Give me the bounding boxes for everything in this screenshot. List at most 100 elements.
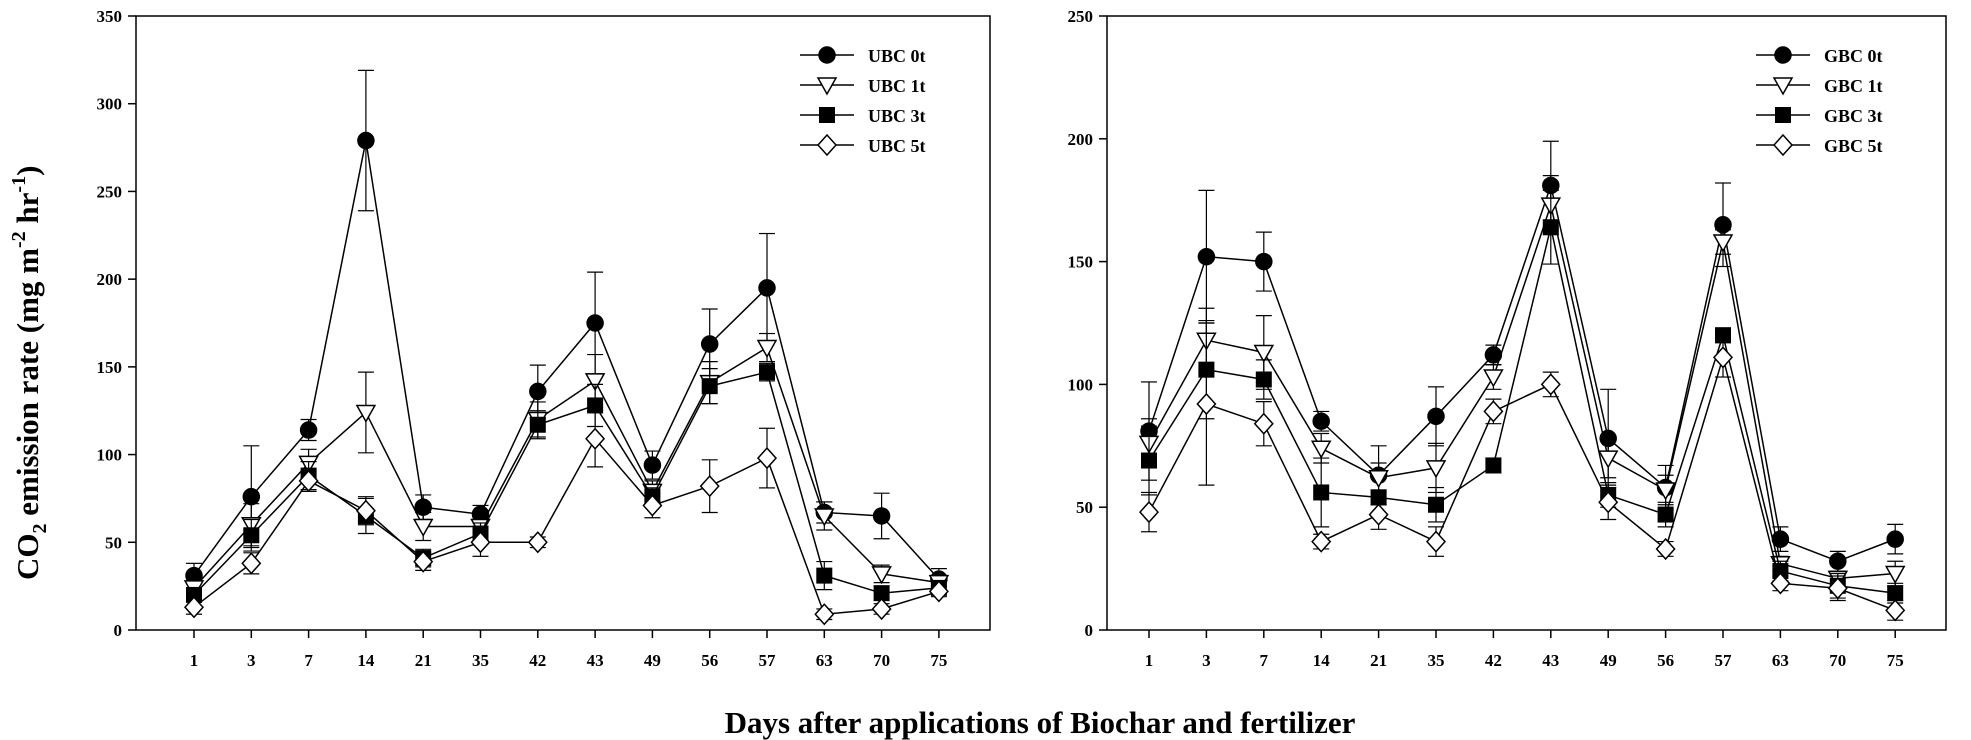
legend-label: UBC 5t xyxy=(868,136,926,156)
y-tick-label: 350 xyxy=(97,7,123,26)
right-panel: 0 50 100 150 200 250 1 3 7 14 21 35 42 43 49 56 57 63 70 75… xyxy=(1068,7,1947,670)
data-point xyxy=(470,531,491,554)
data-point xyxy=(355,404,377,423)
data-point xyxy=(816,567,833,584)
data-point xyxy=(1542,219,1559,236)
legend-entry: GBC 5t xyxy=(1756,133,1883,157)
x-tick-label: 35 xyxy=(1428,651,1445,670)
x-tick-label: 1 xyxy=(190,651,199,670)
data-point xyxy=(1485,457,1502,474)
data-point xyxy=(1597,450,1619,469)
x-tick-label: 1 xyxy=(1145,651,1154,670)
data-point xyxy=(529,382,547,401)
data-point xyxy=(1884,565,1906,585)
series-gbc-1t xyxy=(1138,175,1906,589)
data-point xyxy=(1313,484,1330,501)
data-point xyxy=(1197,247,1216,266)
x-tick-label: 56 xyxy=(1657,651,1674,670)
legend-entry: UBC 1t xyxy=(800,76,926,96)
data-point xyxy=(1425,530,1447,553)
data-point xyxy=(759,364,775,381)
series-gbc-3t xyxy=(1141,189,1904,604)
legend-marker xyxy=(1774,46,1792,64)
y-tick-label: 300 xyxy=(97,95,123,114)
x-tick-label: 14 xyxy=(357,651,375,670)
legend-entry: UBC 5t xyxy=(800,133,926,157)
data-point xyxy=(1770,572,1791,595)
legend-entry: UBC 3t xyxy=(800,106,926,126)
series-ubc-5t xyxy=(183,410,949,626)
y-tick-label: 0 xyxy=(114,621,123,640)
x-tick-label: 3 xyxy=(247,651,256,670)
data-point xyxy=(585,427,606,450)
y-tick-label: 250 xyxy=(97,182,123,201)
data-point xyxy=(412,518,434,538)
legend-marker xyxy=(1772,133,1794,157)
legend-entry: UBC 0t xyxy=(800,46,926,66)
data-point xyxy=(243,527,260,544)
data-point xyxy=(1655,537,1676,561)
legend-label: GBC 1t xyxy=(1824,76,1883,96)
x-tick-label: 49 xyxy=(1600,651,1617,670)
x-tick-label: 43 xyxy=(1542,651,1559,670)
data-point xyxy=(928,580,949,603)
legend-label: UBC 0t xyxy=(868,46,926,66)
x-tick-label: 14 xyxy=(1313,651,1331,670)
data-point xyxy=(242,487,261,506)
data-point xyxy=(529,416,546,433)
left-panel: 0 50 100 150 200 250 300 350 1 3 7 14 21 35 42 43 49 56 57… xyxy=(97,7,991,670)
legend-marker xyxy=(1772,77,1794,96)
series-line xyxy=(193,140,940,580)
data-point xyxy=(1655,482,1676,501)
x-tick-label: 7 xyxy=(304,651,313,670)
series-line xyxy=(1148,227,1896,594)
data-point xyxy=(700,335,719,353)
data-point xyxy=(1138,500,1160,524)
plot-frame xyxy=(1106,15,1947,631)
data-point xyxy=(1827,577,1848,600)
legend-entry: GBC 3t xyxy=(1756,106,1883,126)
data-point xyxy=(1368,503,1389,526)
series-line xyxy=(1148,202,1896,580)
x-tick-label: 70 xyxy=(1829,651,1846,670)
legend-entry: GBC 1t xyxy=(1756,76,1883,96)
data-point xyxy=(299,421,318,439)
data-point xyxy=(756,446,778,470)
data-point xyxy=(1886,530,1904,548)
data-point xyxy=(1598,491,1619,514)
legend-marker xyxy=(1775,107,1791,123)
x-tick-label: 75 xyxy=(930,651,947,670)
series-gbc-5t xyxy=(1138,322,1906,622)
data-point xyxy=(527,531,548,554)
data-point xyxy=(1196,392,1217,416)
series-line xyxy=(193,371,939,596)
legend-entry: GBC 0t xyxy=(1756,46,1883,66)
x-tick-label: 35 xyxy=(472,651,489,670)
legend-label: GBC 0t xyxy=(1824,46,1883,66)
data-point xyxy=(586,314,604,332)
y-tick-label: 200 xyxy=(1068,130,1094,149)
x-tick-label: 70 xyxy=(873,651,890,670)
data-point xyxy=(1141,452,1157,469)
data-point xyxy=(298,469,319,493)
x-tick-label: 63 xyxy=(1772,651,1789,670)
legend-label: UBC 3t xyxy=(868,106,926,126)
y-tick-label: 50 xyxy=(1076,498,1093,517)
data-point xyxy=(1255,371,1272,388)
legend-label: GBC 3t xyxy=(1824,106,1883,126)
legend-label: GBC 5t xyxy=(1824,136,1883,156)
data-point xyxy=(241,552,262,575)
series-line xyxy=(1148,354,1896,612)
data-point xyxy=(1312,412,1330,430)
y-tick-label: 250 xyxy=(1068,7,1094,26)
x-tick-label: 42 xyxy=(1485,651,1502,670)
x-tick-label: 21 xyxy=(415,651,432,670)
data-point xyxy=(1887,585,1904,602)
y-axis-label: CO2 emission rate (mg m-2 hr-1) xyxy=(8,166,51,580)
data-point xyxy=(871,566,892,585)
series-line xyxy=(193,437,940,616)
data-point xyxy=(355,499,376,522)
data-point xyxy=(1657,506,1674,523)
data-point xyxy=(1540,373,1561,396)
